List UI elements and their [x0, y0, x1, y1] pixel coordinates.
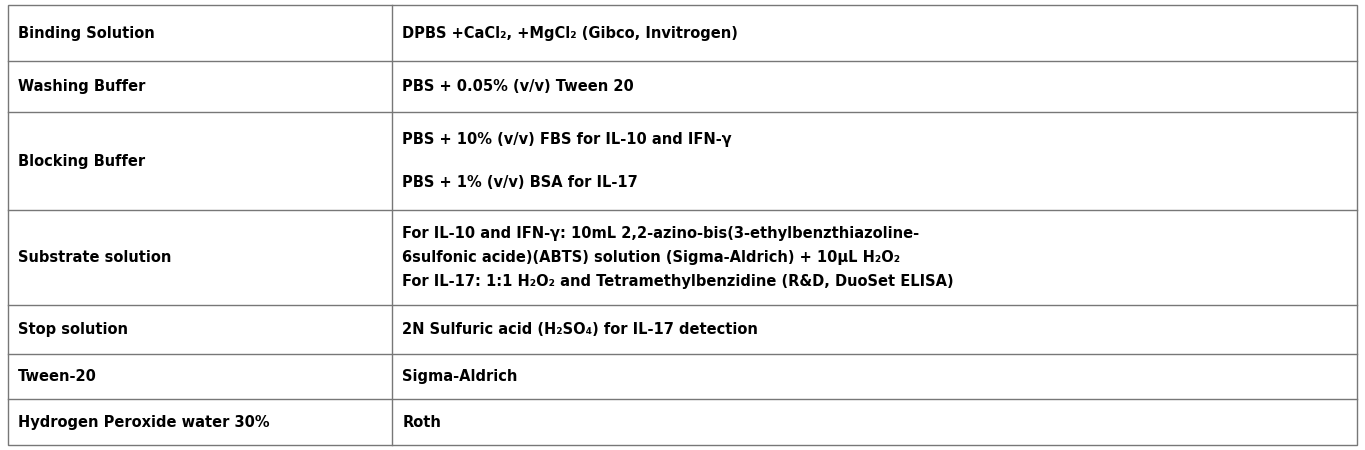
Text: PBS + 1% (v/v) BSA for IL-17: PBS + 1% (v/v) BSA for IL-17 [403, 175, 639, 190]
Text: Sigma-Aldrich: Sigma-Aldrich [403, 369, 517, 384]
Text: PBS + 10% (v/v) FBS for IL-10 and IFN-γ: PBS + 10% (v/v) FBS for IL-10 and IFN-γ [403, 132, 732, 147]
Text: For IL-10 and IFN-γ: 10mL 2,2-azino-bis(3-ethylbenzthiazoline-: For IL-10 and IFN-γ: 10mL 2,2-azino-bis(… [403, 226, 920, 241]
Text: PBS + 0.05% (v/v) Tween 20: PBS + 0.05% (v/v) Tween 20 [403, 79, 635, 94]
Text: Hydrogen Peroxide water 30%: Hydrogen Peroxide water 30% [18, 415, 270, 430]
Text: Blocking Buffer: Blocking Buffer [18, 153, 145, 169]
Text: 6sulfonic acide)(ABTS) solution (Sigma-Aldrich) + 10μL H₂O₂: 6sulfonic acide)(ABTS) solution (Sigma-A… [403, 250, 901, 265]
Text: Stop solution: Stop solution [18, 322, 128, 337]
Text: DPBS +CaCl₂, +MgCl₂ (Gibco, Invitrogen): DPBS +CaCl₂, +MgCl₂ (Gibco, Invitrogen) [403, 26, 738, 40]
Text: Substrate solution: Substrate solution [18, 250, 172, 265]
Text: Tween-20: Tween-20 [18, 369, 97, 384]
Text: Binding Solution: Binding Solution [18, 26, 154, 40]
Text: 2N Sulfuric acid (H₂SO₄) for IL-17 detection: 2N Sulfuric acid (H₂SO₄) for IL-17 detec… [403, 322, 759, 337]
Text: For IL-17: 1:1 H₂O₂ and Tetramethylbenzidine (R&D, DuoSet ELISA): For IL-17: 1:1 H₂O₂ and Tetramethylbenzi… [403, 274, 954, 289]
Text: Washing Buffer: Washing Buffer [18, 79, 146, 94]
Text: Roth: Roth [403, 415, 441, 430]
